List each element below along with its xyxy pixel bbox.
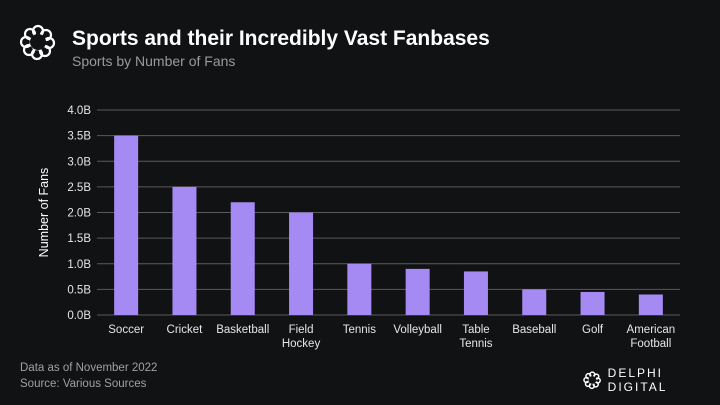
chart-subtitle: Sports by Number of Fans [72,53,236,69]
brand-name: DELPHI DIGITAL [607,366,668,394]
y-tick-label: 3.5B [67,131,91,143]
y-tick-label: 3.0B [67,156,91,168]
y-axis-label: Number of Fans [37,168,51,258]
x-tick-label: Table [462,324,490,336]
bar [289,212,314,315]
bar [405,268,430,315]
chart-title: Sports and their Incredibly Vast Fanbase… [72,27,490,50]
x-tick-label: Soccer [108,324,144,336]
x-tick-label: American [627,324,676,336]
y-tick-label: 0.0B [67,310,91,322]
y-tick-label: 1.5B [67,233,91,245]
bar [522,289,547,315]
bar [230,202,255,315]
delphi-brand-icon [583,371,601,390]
y-tick-label: 2.5B [67,182,91,194]
x-tick-label: Cricket [167,324,204,336]
x-tick-label: Field [289,324,314,336]
bar [463,271,488,315]
x-tick-label: Tennis [343,324,376,336]
x-tick-label: Basketball [216,324,269,336]
delphi-logo-icon [19,24,56,61]
bar [638,294,663,315]
x-tick-label: Tennis [459,338,492,350]
y-tick-label: 1.0B [67,259,91,271]
source-note: Source: Various Sources [20,378,147,390]
bar [580,291,605,315]
bar [347,263,372,315]
bar [114,135,139,315]
brand: DELPHI DIGITAL [583,366,720,394]
y-tick-label: 2.0B [67,208,91,220]
x-tick-label: Hockey [282,338,321,350]
data-date-note: Data as of November 2022 [20,362,158,374]
x-tick-label: Football [630,338,671,350]
y-tick-label: 4.0B [67,105,91,117]
y-tick-label: 0.5B [67,284,91,296]
x-tick-label: Golf [582,324,604,336]
bar [172,186,197,315]
x-tick-label: Volleyball [393,324,442,336]
x-tick-label: Baseball [512,324,556,336]
